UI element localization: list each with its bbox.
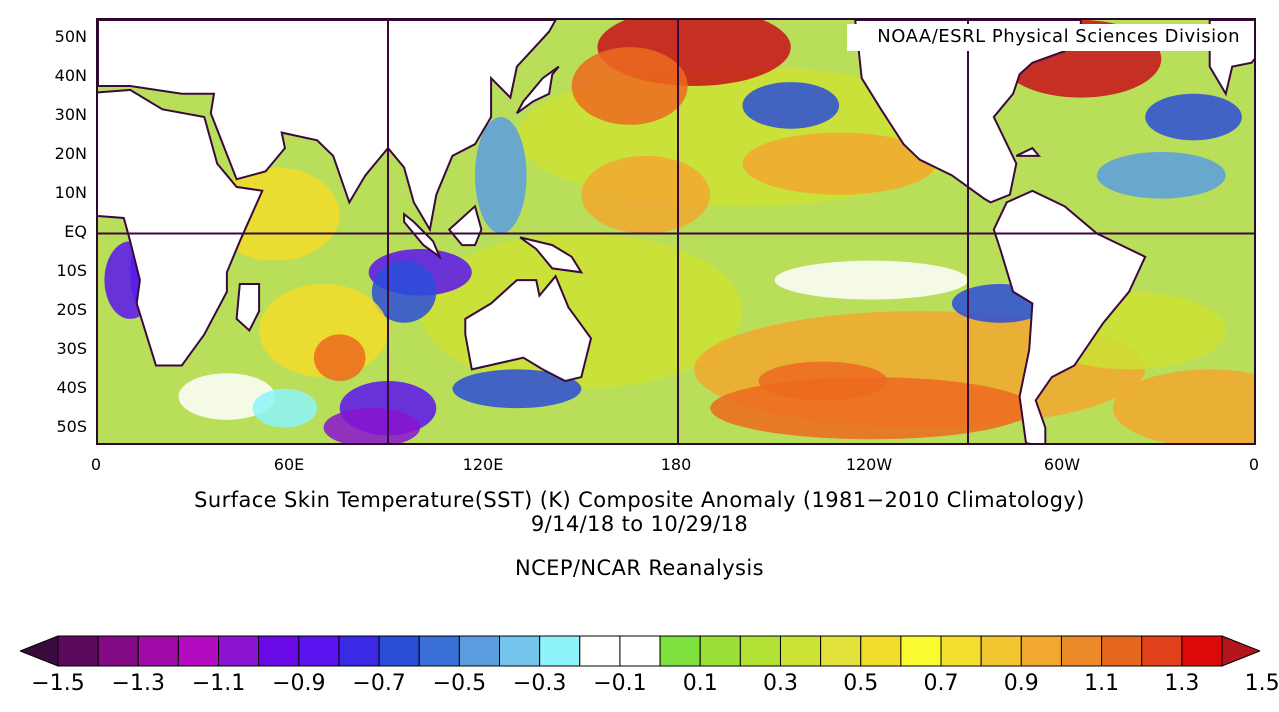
- anomaly-patch: [742, 132, 936, 195]
- japan-landmass: [516, 65, 560, 115]
- colorbar-box: [57, 635, 99, 667]
- colorbar-box: [739, 635, 781, 667]
- colorbar-box: [258, 635, 300, 667]
- lon-tick-120w: 120W: [845, 455, 893, 474]
- sumatra-landmass: [403, 212, 442, 260]
- colorbar-box: [298, 635, 340, 667]
- colorbar-box: [900, 635, 942, 667]
- anomaly-patch: [742, 82, 840, 129]
- colorbar-box: [779, 635, 822, 667]
- lat-tick-30n: 30N: [54, 105, 87, 124]
- colorbar-box: [539, 635, 581, 667]
- colorbar-label: 1.5: [1244, 671, 1279, 696]
- lon-tick-60e: 60E: [273, 455, 305, 474]
- date-range: 9/14/18 to 10/29/18: [530, 512, 749, 536]
- colorbar-box: [177, 635, 220, 667]
- lat-tick-20s: 20S: [56, 300, 87, 319]
- colorbar-label: 0.7: [923, 671, 959, 696]
- colorbar-box: [1181, 635, 1223, 667]
- colorbar: [20, 635, 1260, 667]
- anomaly-patch: [774, 260, 968, 300]
- anomaly-patch: [581, 155, 711, 234]
- australia-landmass: [464, 274, 593, 383]
- anomaly-patch: [323, 408, 421, 443]
- lat-tick-20n: 20N: [54, 144, 87, 163]
- colorbar-box: [458, 635, 501, 667]
- lon-tick-180: 180: [660, 455, 692, 474]
- colorbar-box: [860, 635, 902, 667]
- colorbar-label: −1.3: [111, 671, 165, 696]
- lat-tick-10s: 10S: [56, 261, 87, 280]
- colorbar-label: −0.1: [593, 671, 647, 696]
- colorbar-box: [499, 635, 541, 667]
- map-canvas: [98, 20, 1254, 443]
- colorbar-box: [338, 635, 380, 667]
- colorbar-label: −0.3: [512, 671, 567, 696]
- colorbar-box: [137, 635, 179, 667]
- anomaly-patch: [1145, 93, 1242, 141]
- colorbar-box: [940, 635, 982, 667]
- anomaly-patch: [252, 388, 318, 428]
- greenland-cuba-landmass: [1015, 146, 1042, 157]
- anomaly-patch: [313, 334, 366, 382]
- anomaly-patch: [1096, 151, 1226, 199]
- colorbar-arrow-left: [20, 635, 59, 667]
- colorbar-arrow-right: [1221, 635, 1260, 667]
- lon-tick-0-left: 0: [90, 455, 102, 474]
- new-guinea-landmass: [519, 236, 584, 274]
- colorbar-box: [1020, 635, 1062, 667]
- anomaly-patch: [475, 117, 527, 234]
- colorbar-box: [820, 635, 862, 667]
- colorbar-box: [980, 635, 1022, 667]
- colorbar-label: −1.5: [31, 671, 85, 696]
- chart-title: Surface Skin Temperature(SST) (K) Compos…: [194, 488, 1085, 512]
- madagascar-landmass: [235, 283, 261, 333]
- lon-tick-0-right: 0: [1248, 455, 1260, 474]
- lat-tick-30s: 30S: [56, 339, 87, 358]
- colorbar-label: 0.5: [843, 671, 879, 696]
- colorbar-box: [97, 635, 139, 667]
- anomaly-patch: [758, 361, 888, 401]
- colorbar-label: −0.9: [272, 671, 326, 696]
- colorbar-box: [378, 635, 420, 667]
- lat-tick-eq: EQ: [64, 222, 87, 241]
- dataset-label: NCEP/NCAR Reanalysis: [515, 556, 764, 580]
- lat-tick-40n: 40N: [54, 66, 87, 85]
- anomaly-patch: [571, 47, 688, 125]
- south-america-landmass: [992, 189, 1147, 443]
- colorbar-label: 1.3: [1164, 671, 1200, 696]
- africa-landmass: [98, 88, 264, 367]
- colorbar-label: −0.5: [432, 671, 487, 696]
- colorbar-label: 0.9: [1003, 671, 1039, 696]
- colorbar-box: [1101, 635, 1143, 667]
- colorbar-label: 0.1: [682, 671, 718, 696]
- colorbar-box: [218, 635, 260, 667]
- lat-tick-50n: 50N: [54, 27, 87, 46]
- anomaly-patch: [452, 369, 582, 409]
- sst-anomaly-map: NOAA/ESRL Physical Sciences Division: [96, 18, 1256, 445]
- lon-tick-60w: 60W: [1043, 455, 1081, 474]
- colorbar-box: [579, 635, 621, 667]
- colorbar-label: −1.1: [191, 671, 246, 696]
- borneo-landmass: [447, 204, 483, 247]
- colorbar-box: [699, 635, 741, 667]
- colorbar-label: −0.7: [352, 671, 406, 696]
- lat-tick-50s: 50S: [56, 417, 87, 436]
- anomaly-patch: [178, 373, 276, 420]
- colorbar-label: 1.1: [1084, 671, 1120, 696]
- credit-label: NOAA/ESRL Physical Sciences Division: [847, 24, 1248, 51]
- lon-tick-120e: 120E: [462, 455, 504, 474]
- eurasia-landmass: [98, 20, 557, 233]
- colorbar-box: [659, 635, 701, 667]
- lat-tick-40s: 40S: [56, 378, 87, 397]
- colorbar-box: [1141, 635, 1183, 667]
- lat-tick-10n: 10N: [54, 183, 87, 202]
- anomaly-patch: [1113, 369, 1254, 443]
- colorbar-box: [418, 635, 460, 667]
- map-gridlines: [98, 20, 1254, 443]
- colorbar-box: [1060, 635, 1103, 667]
- colorbar-label: 0.3: [762, 671, 798, 696]
- colorbar-box: [619, 635, 661, 667]
